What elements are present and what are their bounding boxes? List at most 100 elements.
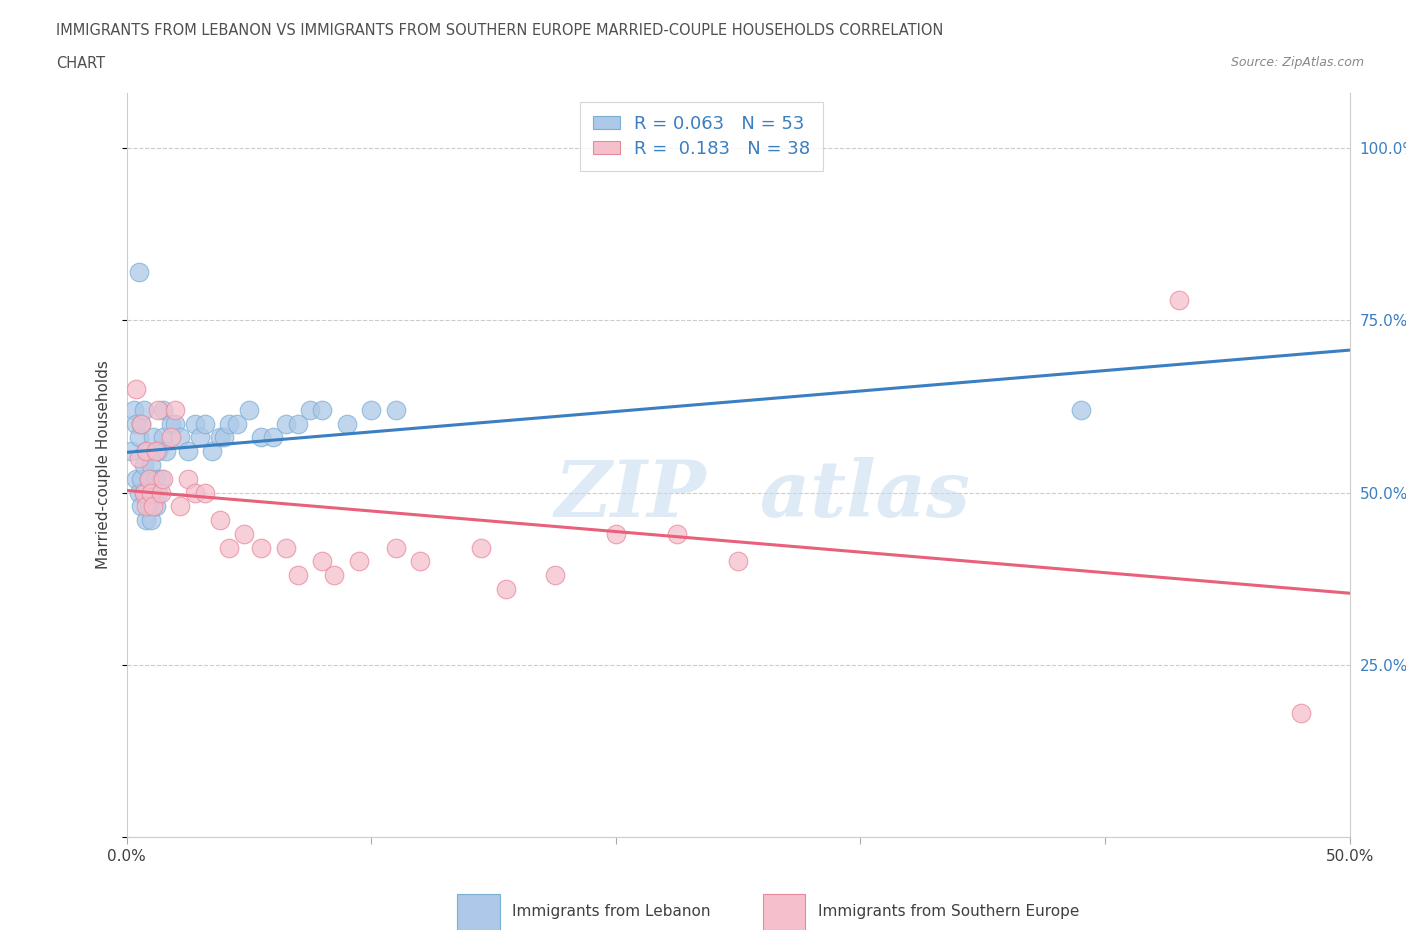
Point [135,485,157,500]
Point [159,430,181,445]
Point [218,417,240,432]
Point [142,498,165,513]
Point [129,498,152,513]
Point [145,444,167,458]
Point [495,581,517,596]
Point [138,472,160,486]
Point [470,540,492,555]
Y-axis label: Married-couple Households: Married-couple Households [96,361,111,569]
Point [1070,403,1092,418]
Point [129,417,152,432]
Point [347,554,370,569]
Point [605,526,627,541]
Point [727,554,749,569]
Point [145,472,167,486]
Point [155,444,177,458]
Text: Source: ZipAtlas.com: Source: ZipAtlas.com [1230,56,1364,69]
Point [311,403,333,418]
Point [218,540,240,555]
Point [142,430,165,445]
Point [148,403,170,418]
Point [262,430,284,445]
Point [148,485,170,500]
Point [666,526,689,541]
Point [311,554,333,569]
Point [336,417,359,432]
Text: CHART: CHART [56,56,105,71]
Text: IMMIGRANTS FROM LEBANON VS IMMIGRANTS FROM SOUTHERN EUROPE MARRIED-COUPLE HOUSEH: IMMIGRANTS FROM LEBANON VS IMMIGRANTS FR… [56,23,943,38]
Point [132,485,155,500]
Point [138,498,160,513]
Point [129,417,152,432]
Point [194,485,217,500]
Point [225,417,247,432]
Point [250,540,273,555]
Point [214,430,236,445]
Point [125,382,148,397]
Point [132,485,155,500]
Point [274,417,297,432]
Point [208,512,231,527]
Point [201,444,224,458]
Point [128,485,150,500]
Point [165,417,187,432]
Text: Immigrants from Lebanon: Immigrants from Lebanon [512,904,710,919]
Point [125,417,148,432]
Point [149,485,172,500]
Point [169,430,191,445]
Point [184,485,207,500]
Point [543,568,565,583]
Point [177,444,200,458]
Point [384,540,406,555]
Point [135,498,157,513]
Point [132,458,155,472]
Point [177,472,200,486]
Point [135,444,157,458]
Point [129,472,152,486]
Point [120,444,142,458]
Point [148,444,170,458]
FancyBboxPatch shape [762,895,806,930]
Point [128,430,150,445]
Point [208,430,231,445]
Point [139,458,162,472]
Legend: R = 0.063   N = 53, R =  0.183   N = 38: R = 0.063 N = 53, R = 0.183 N = 38 [581,102,823,170]
Point [188,430,211,445]
Text: Immigrants from Southern Europe: Immigrants from Southern Europe [818,904,1078,919]
Point [145,498,167,513]
Point [138,472,160,486]
Point [149,472,172,486]
Point [323,568,346,583]
Point [194,417,217,432]
Point [159,417,181,432]
Point [233,526,256,541]
Point [360,403,382,418]
FancyBboxPatch shape [457,895,499,930]
Point [287,568,309,583]
Text: ZIP  atlas: ZIP atlas [555,457,970,533]
Point [250,430,273,445]
Point [152,403,174,418]
Point [184,417,207,432]
Point [152,472,174,486]
Point [135,444,157,458]
Point [128,265,150,280]
Point [1289,706,1312,721]
Point [299,403,322,418]
Point [122,403,145,418]
Point [142,485,165,500]
Point [274,540,297,555]
Point [287,417,309,432]
Point [238,403,260,418]
Point [139,512,162,527]
Point [152,430,174,445]
Point [135,512,157,527]
Point [165,403,187,418]
Point [139,485,162,500]
Point [409,554,432,569]
Point [1167,292,1189,307]
Point [128,451,150,466]
Point [125,472,148,486]
Point [132,403,155,418]
Point [384,403,406,418]
